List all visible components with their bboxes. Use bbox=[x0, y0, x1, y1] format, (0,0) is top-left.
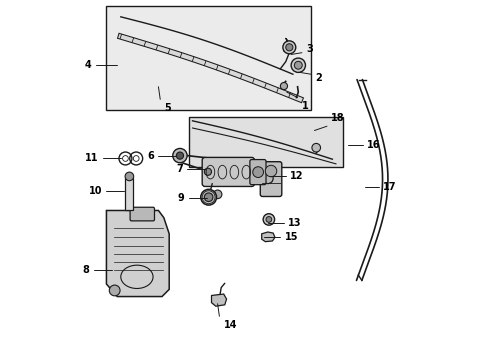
Text: 15: 15 bbox=[284, 232, 298, 242]
Text: 1: 1 bbox=[301, 101, 308, 111]
Circle shape bbox=[262, 173, 273, 184]
Circle shape bbox=[176, 152, 183, 159]
Text: 6: 6 bbox=[147, 150, 154, 161]
Circle shape bbox=[290, 58, 305, 72]
Text: 4: 4 bbox=[84, 60, 91, 70]
Circle shape bbox=[282, 41, 295, 54]
Text: 16: 16 bbox=[366, 140, 380, 150]
Circle shape bbox=[252, 167, 263, 177]
FancyBboxPatch shape bbox=[249, 159, 265, 185]
FancyBboxPatch shape bbox=[260, 162, 281, 197]
Text: 9: 9 bbox=[178, 193, 184, 203]
Circle shape bbox=[204, 168, 211, 175]
FancyBboxPatch shape bbox=[202, 157, 254, 186]
Circle shape bbox=[294, 61, 302, 69]
Text: 17: 17 bbox=[383, 182, 396, 192]
FancyBboxPatch shape bbox=[130, 207, 154, 221]
Circle shape bbox=[201, 189, 216, 205]
Text: 7: 7 bbox=[176, 164, 183, 174]
Circle shape bbox=[213, 190, 222, 199]
Text: 8: 8 bbox=[82, 265, 89, 275]
Polygon shape bbox=[211, 294, 226, 306]
Circle shape bbox=[263, 214, 274, 225]
Bar bbox=[125, 178, 133, 211]
Circle shape bbox=[265, 217, 271, 222]
Text: 3: 3 bbox=[305, 44, 312, 54]
Bar bbox=[188, 117, 343, 167]
Text: 12: 12 bbox=[289, 171, 303, 181]
Circle shape bbox=[204, 193, 212, 202]
Bar bbox=[106, 6, 310, 110]
Polygon shape bbox=[106, 211, 169, 297]
Circle shape bbox=[109, 285, 120, 296]
Circle shape bbox=[265, 165, 276, 177]
Text: 2: 2 bbox=[314, 73, 321, 83]
Text: 11: 11 bbox=[85, 153, 99, 163]
Text: 13: 13 bbox=[287, 218, 301, 228]
Circle shape bbox=[280, 82, 287, 90]
Circle shape bbox=[125, 172, 133, 181]
Text: 5: 5 bbox=[164, 103, 171, 113]
Circle shape bbox=[172, 148, 187, 163]
Text: 10: 10 bbox=[88, 186, 102, 196]
Text: 14: 14 bbox=[223, 320, 237, 330]
Circle shape bbox=[311, 143, 320, 152]
Text: 18: 18 bbox=[330, 113, 344, 123]
Circle shape bbox=[285, 44, 292, 51]
Polygon shape bbox=[261, 232, 274, 242]
